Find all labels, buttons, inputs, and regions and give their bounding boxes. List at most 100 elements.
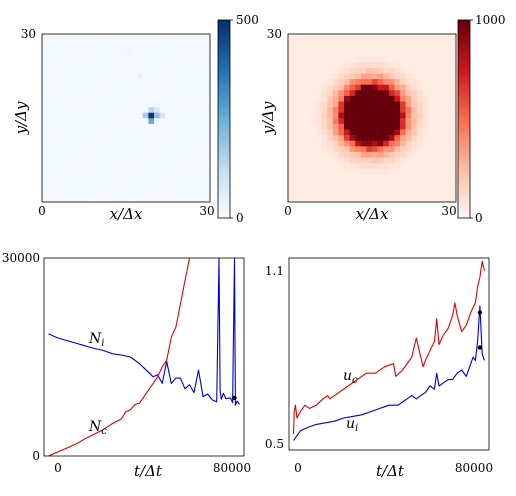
heatmap-blue-cell bbox=[154, 50, 160, 57]
heatmap-red-cell bbox=[299, 162, 306, 169]
heatmap-red-cell bbox=[394, 179, 401, 186]
heatmap-blue-cell bbox=[70, 196, 76, 203]
heatmap-blue-cell bbox=[81, 179, 88, 186]
heatmap-red-cell bbox=[377, 168, 384, 175]
heatmap-blue-cell bbox=[81, 196, 88, 203]
heatmap-blue-cell bbox=[42, 50, 48, 57]
heatmap-red-cell bbox=[416, 134, 423, 141]
heatmap-red-cell bbox=[400, 62, 406, 68]
heatmap-blue-cell bbox=[182, 174, 188, 180]
heatmap-red-cell bbox=[400, 112, 406, 119]
heatmap-blue-cell bbox=[98, 157, 104, 164]
heatmap-blue-cell bbox=[142, 101, 149, 108]
heatmap-red-cell bbox=[316, 151, 322, 158]
heatmap-red-cell bbox=[372, 190, 378, 197]
heatmap-blue-cell bbox=[81, 157, 88, 164]
heatmap-red-cell bbox=[360, 140, 367, 147]
heatmap-blue-cell bbox=[193, 101, 200, 108]
heatmap-blue-cell bbox=[187, 174, 194, 180]
heatmap-red-cell bbox=[299, 140, 306, 147]
heatmap-blue-cell bbox=[70, 90, 76, 96]
heatmap-blue-cell bbox=[176, 95, 183, 102]
heatmap-red-cell bbox=[366, 78, 373, 85]
heatmap-red-cell bbox=[360, 106, 367, 113]
heatmap-red-cell bbox=[299, 50, 306, 57]
colorbar-swatch bbox=[218, 191, 230, 196]
heatmap-red-cell bbox=[377, 78, 384, 85]
heatmap-blue-cell bbox=[148, 174, 155, 180]
heatmap-red-cell bbox=[428, 50, 434, 57]
heatmap-blue-cell bbox=[170, 140, 177, 147]
heatmap-red-cell bbox=[355, 90, 362, 96]
heatmap-blue-cell bbox=[198, 39, 205, 46]
heatmap-blue-cell bbox=[92, 39, 99, 46]
series-marker bbox=[477, 345, 483, 350]
heatmap-red-cell bbox=[428, 179, 434, 186]
colorbar-swatch bbox=[458, 204, 470, 209]
heatmap-blue-cell bbox=[53, 78, 60, 85]
heatmap-red-cell bbox=[388, 196, 395, 203]
heatmap-blue-cell bbox=[58, 118, 65, 124]
heatmap-blue-cell bbox=[120, 168, 127, 175]
heatmap-blue-cell bbox=[42, 151, 48, 158]
heatmap-blue-cell bbox=[137, 174, 144, 180]
heatmap-blue-cell bbox=[92, 190, 99, 197]
heatmap-red-cell bbox=[422, 129, 429, 136]
heatmap-blue-cell bbox=[114, 140, 121, 147]
heatmap-red-cell bbox=[288, 157, 294, 164]
heatmap-blue-cell bbox=[98, 34, 104, 40]
heatmap-red-cell bbox=[411, 157, 418, 164]
heatmap-blue-cell bbox=[142, 118, 149, 124]
heatmap-blue-cell bbox=[142, 84, 149, 91]
heatmap-blue-cell bbox=[198, 34, 205, 40]
heatmap-red-cell bbox=[439, 174, 446, 180]
heatmap-blue-cell bbox=[142, 190, 149, 197]
heatmap-red-cell bbox=[433, 179, 440, 186]
heatmap-red-cell bbox=[349, 39, 356, 46]
heatmap-blue-cell bbox=[103, 106, 110, 113]
heatmap-red-cell bbox=[433, 174, 440, 180]
heatmap-red-cell bbox=[327, 179, 334, 186]
heatmap-red-cell bbox=[422, 162, 429, 169]
heatmap-red-cell bbox=[383, 162, 390, 169]
heatmap-blue-cell bbox=[187, 140, 194, 147]
heatmap-blue-cell bbox=[47, 106, 54, 113]
heatmap-blue-cell bbox=[182, 140, 188, 147]
heatmap-blue-cell bbox=[165, 45, 172, 52]
heatmap-red-cell bbox=[411, 45, 418, 52]
heatmap-blue-cell bbox=[204, 84, 211, 91]
heatmap-blue-cell bbox=[103, 123, 110, 130]
heatmap-blue-cell bbox=[148, 90, 155, 96]
heatmap-red-cell bbox=[321, 56, 328, 63]
heatmap-blue-cell bbox=[193, 45, 200, 52]
heatmap-blue-cell bbox=[58, 157, 65, 164]
heatmap-blue-cell bbox=[182, 45, 188, 52]
heatmap-red-cell bbox=[355, 162, 362, 169]
heatmap-red-cell bbox=[360, 134, 367, 141]
heatmap-blue-cell bbox=[170, 67, 177, 74]
heatmap-red-cell bbox=[439, 118, 446, 124]
heatmap-red-cell bbox=[416, 179, 423, 186]
heatmap-red-cell bbox=[321, 134, 328, 141]
heatmap-red-cell bbox=[394, 67, 401, 74]
colorbar-swatch bbox=[458, 39, 470, 44]
heatmap-blue-cell bbox=[114, 56, 121, 63]
heatmap-red-cell bbox=[316, 50, 322, 57]
heatmap-blue-cell bbox=[148, 39, 155, 46]
heatmap-blue-cell bbox=[98, 67, 104, 74]
heatmap-red-cell bbox=[444, 73, 451, 80]
colorbar-swatch bbox=[218, 56, 230, 61]
heatmap-red-cell bbox=[372, 78, 378, 85]
heatmap-red-cell bbox=[405, 50, 412, 57]
heatmap-blue-cell bbox=[142, 112, 149, 119]
colorbar-swatch bbox=[218, 181, 230, 186]
heatmap-blue-cell bbox=[182, 168, 188, 175]
heatmap-blue-cell bbox=[75, 56, 82, 63]
heatmap-blue-cell bbox=[148, 134, 155, 141]
heatmap-red-cell bbox=[310, 84, 317, 91]
heatmap-blue-cell bbox=[58, 185, 65, 192]
heatmap-red-cell bbox=[360, 146, 367, 152]
heatmap-blue-cell bbox=[64, 67, 71, 74]
colorbar-swatch bbox=[218, 39, 230, 44]
heatmap-blue-cell bbox=[137, 179, 144, 186]
